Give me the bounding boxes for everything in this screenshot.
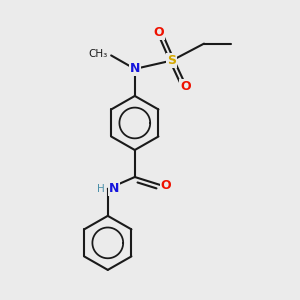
Text: O: O — [153, 26, 164, 39]
Text: N: N — [130, 62, 140, 75]
Text: O: O — [160, 179, 171, 192]
Text: O: O — [180, 80, 191, 93]
Text: CH₃: CH₃ — [88, 49, 108, 59]
Text: S: S — [167, 54, 176, 67]
Text: H: H — [97, 184, 105, 194]
Text: N: N — [109, 182, 119, 195]
